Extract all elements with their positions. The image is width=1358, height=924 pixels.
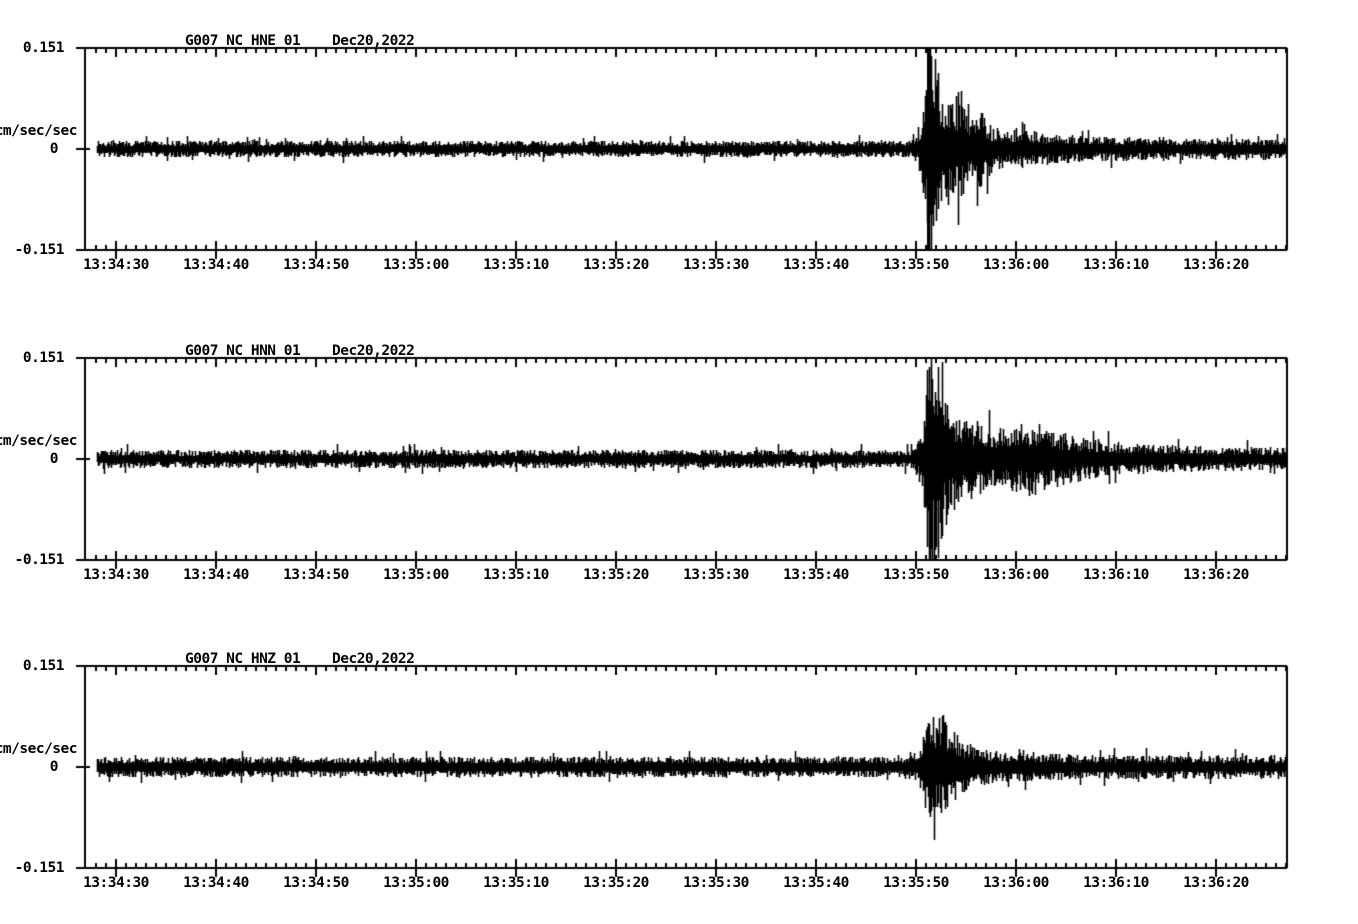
x-tick-label: 13:34:30 — [83, 257, 149, 273]
y-tick-label-max: 0.151 — [22, 40, 65, 56]
x-tick-label: 13:34:40 — [183, 875, 249, 891]
y-axis-label: cm/sec/sec — [0, 433, 78, 449]
x-tick-label: 13:35:50 — [883, 257, 949, 273]
x-tick-label: 13:35:10 — [483, 257, 549, 273]
y-axis-label: cm/sec/sec — [0, 123, 78, 139]
waveform-canvas-hnn — [0, 344, 1358, 604]
x-tick-label: 13:35:20 — [583, 567, 649, 583]
x-tick-label: 13:34:50 — [283, 875, 349, 891]
x-tick-label: 13:34:30 — [83, 567, 149, 583]
y-tick-label-min: -0.151 — [14, 552, 65, 568]
waveform-canvas-hne — [0, 34, 1358, 294]
x-tick-label: 13:35:10 — [483, 875, 549, 891]
x-tick-label: 13:36:10 — [1083, 257, 1149, 273]
waveform-canvas-hnz — [0, 652, 1358, 912]
x-tick-label: 13:35:50 — [883, 567, 949, 583]
x-tick-label: 13:35:40 — [783, 567, 849, 583]
panel-title-date: Dec20,2022 — [332, 651, 415, 667]
x-tick-label: 13:34:50 — [283, 257, 349, 273]
x-tick-label: 13:35:00 — [383, 257, 449, 273]
x-tick-label: 13:35:40 — [783, 875, 849, 891]
x-tick-label: 13:36:10 — [1083, 567, 1149, 583]
x-tick-label: 13:35:30 — [683, 567, 749, 583]
x-tick-label: 13:35:00 — [383, 567, 449, 583]
panel-title-station: G007_NC_HNZ_01 — [185, 651, 301, 667]
panel-title-station: G007_NC_HNN_01 — [185, 343, 301, 359]
y-tick-label-zero: 0 — [49, 451, 59, 467]
x-tick-label: 13:34:30 — [83, 875, 149, 891]
panel-title-date: Dec20,2022 — [332, 343, 415, 359]
x-tick-label: 13:36:00 — [983, 567, 1049, 583]
x-tick-label: 13:36:00 — [983, 875, 1049, 891]
x-tick-label: 13:35:20 — [583, 875, 649, 891]
x-tick-label: 13:36:20 — [1183, 257, 1249, 273]
y-tick-label-zero: 0 — [49, 141, 59, 157]
y-tick-label-min: -0.151 — [14, 860, 65, 876]
x-tick-label: 13:36:10 — [1083, 875, 1149, 891]
panel-title-date: Dec20,2022 — [332, 33, 415, 49]
x-tick-label: 13:35:50 — [883, 875, 949, 891]
y-tick-label-max: 0.151 — [22, 658, 65, 674]
x-tick-label: 13:35:30 — [683, 257, 749, 273]
x-tick-label: 13:36:20 — [1183, 567, 1249, 583]
x-tick-label: 13:36:00 — [983, 257, 1049, 273]
x-tick-label: 13:35:20 — [583, 257, 649, 273]
panel-title-station: G007_NC_HNE_01 — [185, 33, 301, 49]
x-tick-label: 13:35:00 — [383, 875, 449, 891]
y-tick-label-zero: 0 — [49, 759, 59, 775]
x-tick-label: 13:34:50 — [283, 567, 349, 583]
x-tick-label: 13:35:30 — [683, 875, 749, 891]
x-tick-label: 13:36:20 — [1183, 875, 1249, 891]
x-tick-label: 13:34:40 — [183, 567, 249, 583]
y-tick-label-max: 0.151 — [22, 350, 65, 366]
y-tick-label-min: -0.151 — [14, 242, 65, 258]
x-tick-label: 13:35:40 — [783, 257, 849, 273]
y-axis-label: cm/sec/sec — [0, 741, 78, 757]
x-tick-label: 13:34:40 — [183, 257, 249, 273]
x-tick-label: 13:35:10 — [483, 567, 549, 583]
